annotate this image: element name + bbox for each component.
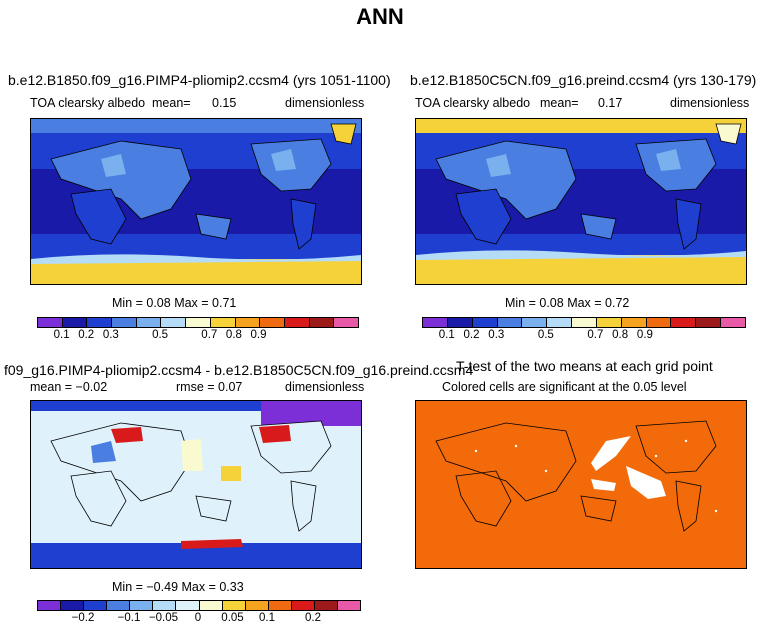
panel1-units: dimensionless (285, 96, 365, 110)
colorbar-swatch (87, 318, 113, 327)
colorbar-swatch (161, 318, 187, 327)
panel1-mean-label: mean= (152, 96, 191, 110)
panel3-rmse: rmse = 0.07 (176, 380, 243, 394)
colorbar-tick-label: 0.7 (201, 329, 218, 341)
colorbar-swatch (38, 318, 63, 327)
colorbar-swatch (646, 318, 672, 327)
colorbar-swatch (176, 601, 200, 610)
colorbar-swatch (522, 318, 548, 327)
colorbar-tick-label: 0.8 (612, 329, 629, 341)
colorbar-tick-label: −0.2 (71, 612, 95, 624)
colorbar-swatch (721, 318, 745, 327)
colorbar-tick-label: 0.05 (221, 612, 244, 624)
colorbar-swatch (136, 318, 162, 327)
colorbar-tick-label: 0.1 (438, 329, 455, 341)
colorbar-swatch (260, 318, 285, 327)
panel1-map (30, 118, 362, 285)
colorbar-swatch (153, 601, 177, 610)
panel3-title: f09_g16.PIMP4-pliomip2.ccsm4 - b.e12.B18… (4, 362, 474, 378)
colorbar-tick-label: 0.2 (463, 329, 480, 341)
panel4-subtitle: Colored cells are significant at the 0.0… (442, 380, 687, 394)
colorbar-tick-label: 0.2 (78, 329, 95, 341)
panel1-stats: Min = 0.08 Max = 0.71 (112, 296, 237, 310)
colorbar-swatch (268, 601, 292, 610)
colorbar-tick-label: 0.1 (259, 612, 275, 624)
colorbar-swatch (338, 601, 361, 610)
colorbar-swatch (334, 318, 358, 327)
colorbar-swatch (472, 318, 498, 327)
colorbar-swatch (621, 318, 647, 327)
panel3-colorbar (37, 600, 361, 611)
colorbar-swatch (696, 318, 722, 327)
colorbar-swatch (84, 601, 108, 610)
panel4-title: T-test of the two means at each grid poi… (456, 358, 713, 374)
panel3-units: dimensionless (285, 380, 365, 394)
colorbar-tick-label: 0.7 (587, 329, 604, 341)
colorbar-tick-label: 0.3 (102, 329, 119, 341)
panel3-mean: mean = −0.02 (30, 380, 108, 394)
colorbar-swatch (186, 318, 211, 327)
colorbar-swatch (497, 318, 523, 327)
panel2-field: TOA clearsky albedo (415, 96, 531, 110)
colorbar-swatch (235, 318, 261, 327)
panel2-title: b.e12.B1850C5CN.f09_g16.preind.ccsm4 (yr… (410, 72, 757, 88)
panel1-mean-value: 0.15 (212, 96, 237, 110)
colorbar-swatch (596, 318, 622, 327)
colorbar-swatch (38, 601, 62, 610)
colorbar-swatch (62, 318, 88, 327)
colorbar-swatch (423, 318, 448, 327)
colorbar-swatch (199, 601, 223, 610)
panel2-mean-label: mean= (540, 96, 579, 110)
colorbar-swatch (112, 318, 137, 327)
panel3-map (30, 400, 362, 569)
colorbar-swatch (61, 601, 85, 610)
colorbar-tick-label: 0.5 (152, 329, 169, 341)
panel1-title: b.e12.B1850.f09_g16.PIMP4-pliomip2.ccsm4… (8, 72, 391, 88)
colorbar-swatch (222, 601, 246, 610)
colorbar-swatch (284, 318, 310, 327)
colorbar-swatch (291, 601, 315, 610)
colorbar-swatch (210, 318, 236, 327)
panel2-units: dimensionless (670, 96, 750, 110)
panel2-map (415, 118, 747, 285)
colorbar-tick-label: 0.1 (53, 329, 70, 341)
panel1-colorbar (37, 317, 359, 328)
colorbar-swatch (314, 601, 339, 610)
colorbar-tick-label: 0.5 (537, 329, 554, 341)
colorbar-tick-label: 0.9 (636, 329, 653, 341)
colorbar-swatch (107, 601, 131, 610)
colorbar-swatch (447, 318, 473, 327)
colorbar-swatch (130, 601, 154, 610)
colorbar-tick-label: 0.8 (225, 329, 242, 341)
panel2-colorbar (422, 317, 746, 328)
colorbar-tick-label: 0.9 (250, 329, 267, 341)
colorbar-tick-label: −0.1 (117, 612, 141, 624)
panel2-mean-value: 0.17 (598, 96, 623, 110)
panel3-stats: Min = −0.49 Max = 0.33 (112, 580, 244, 594)
colorbar-swatch (245, 601, 269, 610)
colorbar-tick-label: 0.3 (488, 329, 505, 341)
colorbar-swatch (572, 318, 597, 327)
panel1-field: TOA clearsky albedo (30, 96, 146, 110)
colorbar-tick-label: 0 (194, 612, 202, 624)
colorbar-swatch (309, 318, 335, 327)
colorbar-tick-label: −0.05 (148, 612, 179, 624)
panel2-stats: Min = 0.08 Max = 0.72 (505, 296, 630, 310)
figure-title: ANN (356, 4, 404, 29)
colorbar-tick-label: 0.2 (305, 612, 321, 624)
colorbar-swatch (671, 318, 697, 327)
panel4-map (415, 400, 747, 569)
colorbar-swatch (547, 318, 573, 327)
